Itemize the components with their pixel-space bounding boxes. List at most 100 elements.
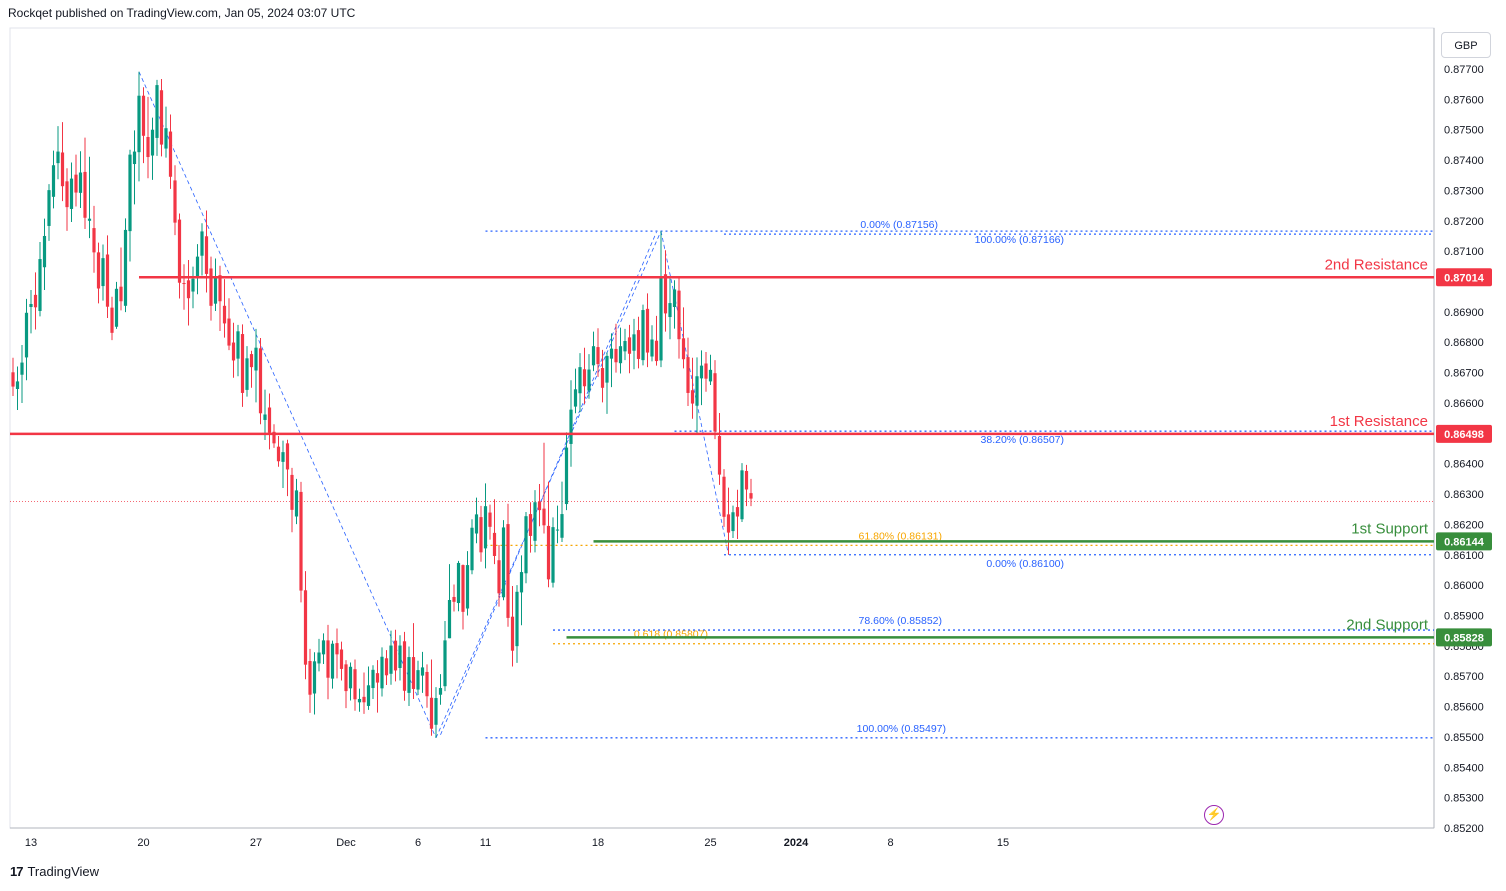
fib-level-label: 61.80% (0.86131) (859, 530, 942, 542)
fib-level-label: 100.00% (0.87166) (975, 234, 1064, 246)
candle-body (65, 181, 69, 208)
candle-body (29, 303, 33, 308)
candle-body (731, 512, 735, 532)
candle-body (443, 640, 447, 687)
candle-body (119, 286, 123, 302)
candle-body (200, 231, 204, 256)
candle-body (533, 502, 537, 541)
candle-body (74, 174, 78, 193)
fib-level-label: 0.00% (0.87156) (860, 219, 938, 231)
fib-level-label: 38.20% (0.86507) (981, 434, 1064, 446)
candle-body (582, 369, 587, 387)
candle-body (636, 330, 641, 359)
candle-body (83, 171, 87, 218)
y-tick-label: 0.86900 (1444, 307, 1484, 319)
candle-body (654, 340, 659, 362)
bolt-icon[interactable]: ⚡ (1204, 805, 1224, 825)
candle-body (429, 697, 434, 729)
x-tick-label: 15 (997, 837, 1009, 849)
candle-body (227, 318, 231, 346)
trend-guide-line (138, 71, 437, 738)
candle-body (699, 365, 704, 379)
candle-body (33, 294, 38, 308)
fib-level-label: 100.00% (0.85497) (857, 723, 946, 735)
candle-body (92, 228, 96, 253)
candle-body (650, 339, 654, 357)
candle-body (420, 667, 425, 676)
price-tag (1436, 532, 1492, 551)
level-name-label: 2nd Resistance (1325, 256, 1428, 273)
price-tag-label: 0.86144 (1444, 536, 1485, 548)
candle-body (447, 599, 452, 639)
candle-body (371, 669, 375, 689)
candle-body (47, 190, 51, 226)
candle-body (321, 640, 326, 655)
candle-body (519, 572, 524, 593)
x-tick-label: 18 (592, 837, 604, 849)
candle-body (474, 514, 479, 534)
candle-body (195, 256, 200, 277)
x-tick-label: 2024 (784, 837, 809, 849)
candle-body (128, 154, 132, 232)
candle-body (231, 342, 236, 361)
candle-body (393, 640, 398, 671)
candle-body (317, 652, 321, 664)
candle-body (326, 640, 330, 678)
candle-body (173, 180, 177, 223)
candle-body (614, 348, 618, 363)
candle-body (186, 280, 191, 299)
y-tick-label: 0.86800 (1444, 337, 1484, 349)
candle-body (146, 137, 150, 158)
candle-body (290, 474, 294, 510)
candle-body (344, 664, 348, 692)
candle-body (735, 507, 740, 517)
candle-body (479, 517, 483, 553)
candle-body (492, 532, 497, 556)
currency-label[interactable]: GBP (1441, 32, 1491, 58)
candle-body (168, 131, 173, 177)
x-tick-label: 25 (704, 837, 716, 849)
candle-body (690, 390, 695, 404)
candle-body (524, 516, 528, 574)
plot-frame (9, 27, 1435, 829)
price-tag-label: 0.86498 (1444, 429, 1484, 441)
candle-body (389, 645, 393, 674)
candle-body (645, 308, 650, 353)
candle-body (461, 565, 465, 612)
candle-body (663, 274, 668, 314)
candle-body (191, 278, 195, 292)
candle-body (515, 591, 519, 647)
candle-body (263, 414, 267, 420)
candle-body (15, 381, 20, 389)
candle-body (402, 641, 407, 691)
candle-body (236, 331, 240, 359)
publisher-caption: Rockqet published on TradingView.com, Ja… (8, 6, 356, 20)
candle-body (218, 275, 222, 302)
x-tick-label: 8 (887, 837, 893, 849)
tradingview-brand: TradingView (27, 864, 100, 879)
candle-body (659, 276, 663, 361)
candle-body (141, 95, 146, 136)
level-name-label: 1st Support (1351, 520, 1429, 537)
candle-body (294, 490, 299, 517)
candle-body (240, 334, 245, 393)
candle-body (204, 236, 209, 274)
x-tick-label: Dec (336, 837, 356, 849)
candle-body (560, 514, 564, 538)
y-tick-label: 0.86400 (1444, 459, 1484, 471)
candle-body (722, 476, 726, 517)
candle-body (281, 452, 285, 462)
candle-body (380, 656, 384, 689)
fib-level-label: 0.00% (0.86100) (986, 558, 1064, 570)
candle-body (24, 312, 29, 358)
candle-body (357, 698, 362, 703)
candle-body (258, 348, 263, 414)
y-tick-label: 0.86100 (1444, 550, 1484, 562)
candle-body (308, 661, 312, 695)
candle-body (416, 670, 420, 690)
candle-body (627, 337, 632, 354)
candle-body (564, 447, 569, 505)
price-tag (1436, 424, 1492, 443)
candle-body (591, 346, 596, 366)
